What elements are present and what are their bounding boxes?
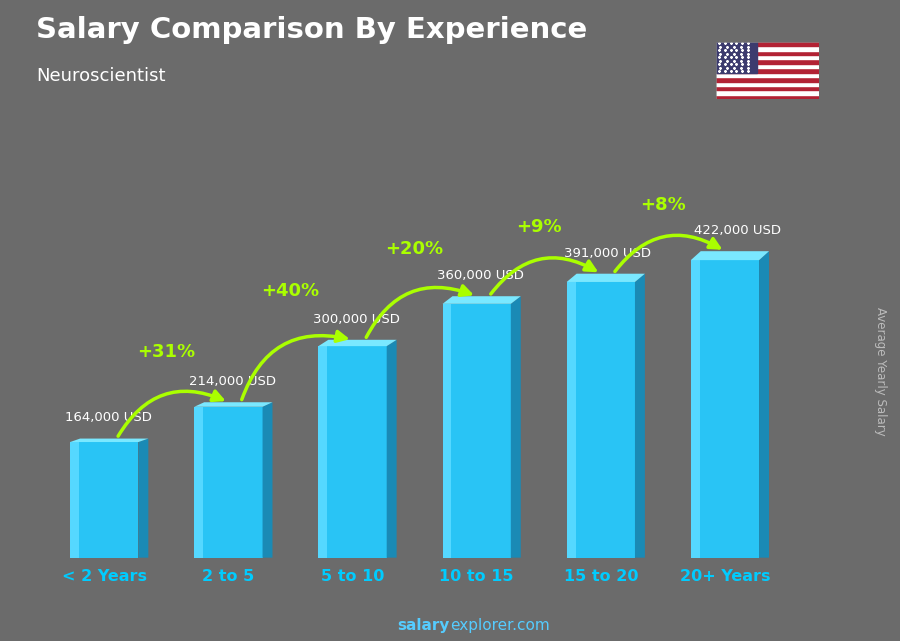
- Polygon shape: [319, 340, 397, 346]
- Polygon shape: [635, 274, 645, 558]
- Polygon shape: [194, 407, 203, 558]
- Polygon shape: [691, 251, 769, 260]
- Polygon shape: [443, 304, 452, 558]
- Text: 164,000 USD: 164,000 USD: [65, 412, 151, 424]
- Bar: [716, 55, 819, 60]
- Bar: [716, 95, 819, 99]
- Text: Average Yearly Salary: Average Yearly Salary: [874, 308, 886, 436]
- Bar: [716, 81, 819, 86]
- Bar: [716, 46, 819, 51]
- Bar: [716, 42, 819, 46]
- Text: explorer.com: explorer.com: [450, 619, 550, 633]
- Bar: [716, 90, 819, 95]
- Text: +9%: +9%: [516, 218, 562, 236]
- Bar: [716, 69, 819, 72]
- Bar: [716, 51, 819, 55]
- Text: 422,000 USD: 422,000 USD: [694, 224, 781, 237]
- Polygon shape: [567, 282, 635, 558]
- Polygon shape: [319, 346, 387, 558]
- Bar: [716, 42, 757, 72]
- Text: +8%: +8%: [640, 196, 686, 214]
- Polygon shape: [70, 442, 79, 558]
- Text: 214,000 USD: 214,000 USD: [189, 375, 275, 388]
- Polygon shape: [443, 304, 511, 558]
- Polygon shape: [691, 260, 759, 558]
- Text: +31%: +31%: [138, 343, 195, 361]
- Bar: [716, 77, 819, 81]
- Polygon shape: [139, 438, 148, 558]
- Text: Salary Comparison By Experience: Salary Comparison By Experience: [36, 16, 587, 44]
- Polygon shape: [691, 260, 699, 558]
- Bar: [716, 72, 819, 77]
- Text: 360,000 USD: 360,000 USD: [437, 269, 524, 282]
- Polygon shape: [511, 296, 521, 558]
- Bar: [716, 60, 819, 64]
- Polygon shape: [443, 296, 521, 304]
- Polygon shape: [759, 251, 769, 558]
- Polygon shape: [70, 438, 148, 442]
- Bar: [716, 86, 819, 90]
- Text: salary: salary: [398, 619, 450, 633]
- Polygon shape: [387, 340, 397, 558]
- Polygon shape: [319, 346, 328, 558]
- Text: 300,000 USD: 300,000 USD: [313, 313, 400, 326]
- Polygon shape: [567, 274, 645, 282]
- Polygon shape: [194, 403, 273, 407]
- Text: Neuroscientist: Neuroscientist: [36, 67, 166, 85]
- Text: +20%: +20%: [385, 240, 444, 258]
- Bar: [716, 64, 819, 69]
- Polygon shape: [194, 407, 263, 558]
- Text: +40%: +40%: [261, 282, 320, 300]
- Polygon shape: [567, 282, 576, 558]
- Text: 391,000 USD: 391,000 USD: [563, 247, 651, 260]
- Polygon shape: [263, 403, 273, 558]
- Polygon shape: [70, 442, 139, 558]
